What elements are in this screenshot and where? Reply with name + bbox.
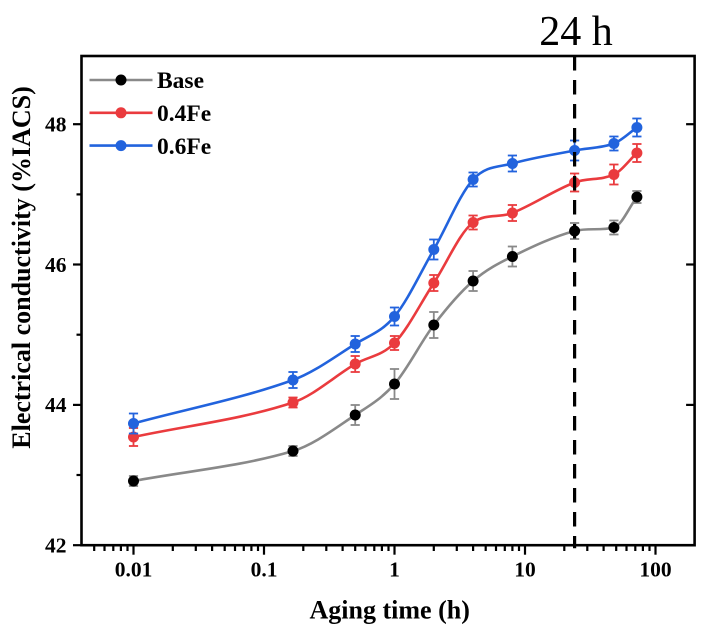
svg-text:42: 42 (45, 534, 67, 558)
svg-text:0.01: 0.01 (115, 558, 153, 582)
svg-text:0.1: 0.1 (251, 558, 278, 582)
svg-text:0.4Fe: 0.4Fe (157, 101, 211, 127)
svg-text:1: 1 (389, 558, 400, 582)
svg-text:0.6Fe: 0.6Fe (157, 134, 211, 160)
svg-text:Base: Base (157, 68, 204, 94)
svg-text:Aging time (h): Aging time (h) (310, 596, 470, 625)
svg-text:10: 10 (514, 558, 536, 582)
svg-text:44: 44 (45, 393, 67, 417)
svg-text:100: 100 (639, 558, 671, 582)
svg-text:46: 46 (45, 253, 67, 277)
svg-text:Electrical conductivity (%IACS: Electrical conductivity (%IACS) (7, 86, 36, 449)
svg-text:24 h: 24 h (539, 9, 613, 55)
svg-text:48: 48 (45, 113, 67, 137)
